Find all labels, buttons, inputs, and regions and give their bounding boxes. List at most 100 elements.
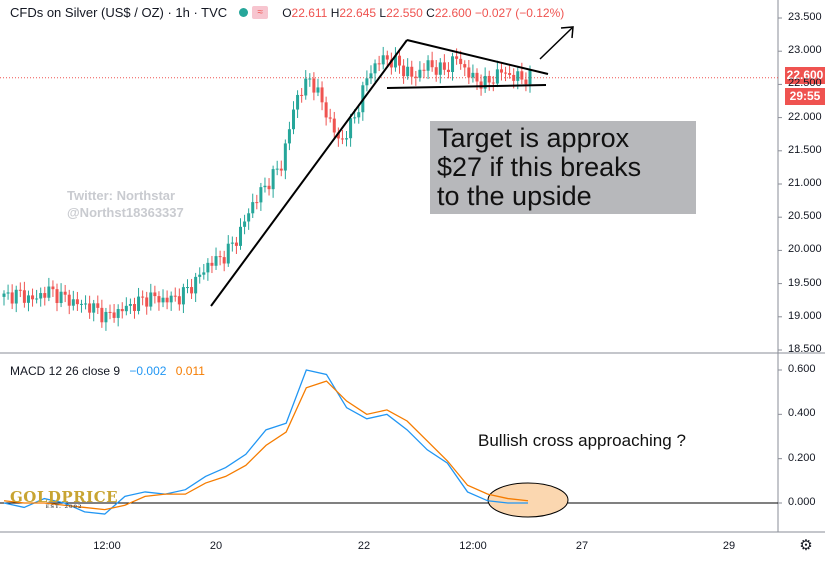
gear-icon[interactable]: ⚙ — [799, 537, 813, 554]
candle-body — [153, 292, 157, 297]
candle-body — [59, 291, 63, 304]
candle-body — [39, 293, 43, 299]
macd-tick-label: 0.400 — [788, 407, 816, 420]
candle-body — [340, 138, 344, 140]
candle-body — [149, 292, 153, 307]
candle-body — [259, 187, 263, 203]
twitter-watermark: Twitter: Northstar @Northst18363337 — [67, 188, 184, 220]
market-status[interactable]: ≈ — [239, 6, 269, 19]
candle-body — [67, 294, 71, 306]
candle-body — [292, 109, 296, 130]
candle-body — [255, 202, 259, 204]
candle-body — [137, 296, 141, 311]
candle-body — [446, 69, 450, 72]
candle-body — [230, 242, 234, 244]
candle-body — [96, 303, 100, 308]
candle-body — [51, 286, 55, 290]
candle-body — [426, 60, 430, 71]
candle-body — [304, 78, 308, 96]
candle-body — [6, 292, 10, 294]
candle-body — [499, 69, 503, 73]
macd-value: −0.002 — [129, 364, 167, 378]
candle-body — [190, 287, 194, 294]
candle-body — [471, 72, 475, 78]
candle-body — [312, 78, 316, 93]
candle-body — [357, 112, 361, 118]
candle-body — [222, 257, 226, 264]
candle-body — [185, 287, 189, 289]
candle-body — [26, 295, 30, 303]
candle-body — [100, 307, 104, 323]
macd-label[interactable]: MACD 12 26 close 9 — [10, 364, 121, 378]
candle-body — [475, 72, 479, 82]
candle-body — [165, 297, 169, 303]
candle-body — [177, 296, 181, 305]
ohlc-values: O22.611 H22.645 L22.550 C22.600 −0.027 (… — [282, 5, 565, 20]
price-tick-label: 20.500 — [788, 210, 822, 223]
candle-body — [22, 290, 26, 303]
candle-body — [263, 185, 267, 188]
candle-body — [418, 69, 422, 78]
candle-body — [296, 94, 300, 110]
candle-body — [324, 102, 328, 118]
time-tick-label: 20 — [209, 540, 223, 552]
price-tick-label: 22.000 — [788, 110, 822, 123]
wave-icon[interactable]: ≈ — [252, 6, 269, 19]
candle-body — [406, 66, 410, 77]
candle-body — [320, 87, 324, 103]
target-annotation[interactable]: Target is approx $27 if this breaks to t… — [430, 121, 696, 214]
macd-tick-label: 0.000 — [788, 496, 816, 508]
candle-body — [234, 242, 238, 246]
candle-body — [508, 73, 512, 75]
candle-body — [194, 276, 198, 294]
symbol-title[interactable]: CFDs on Silver (US$ / OZ) · 1h · TVC — [10, 5, 228, 20]
time-tick-label: 12:00 — [93, 540, 121, 552]
candle-body — [55, 289, 59, 304]
candle-body — [332, 118, 336, 133]
candle-body — [75, 299, 79, 305]
macd-tick-label: 0.200 — [788, 451, 816, 464]
candle-body — [218, 256, 222, 258]
candle-body — [243, 221, 247, 227]
candle-body — [402, 65, 406, 77]
candle-body — [524, 79, 528, 85]
candle-body — [31, 295, 35, 300]
candle-body — [120, 309, 124, 312]
candle-body — [104, 311, 108, 323]
candle-body — [365, 78, 369, 86]
candle-body — [442, 62, 446, 70]
candle-body — [349, 118, 353, 139]
cross-highlight-ellipse — [487, 482, 569, 518]
signal-value: 0.011 — [175, 364, 205, 378]
candle-body — [71, 299, 75, 306]
price-tick-label: 20.000 — [788, 243, 822, 256]
price-tick-label: 23.000 — [788, 44, 822, 57]
candle-body — [504, 72, 508, 74]
candle-body — [84, 303, 88, 305]
candle-body — [300, 94, 304, 96]
candle-body — [467, 67, 471, 78]
candle-body — [459, 58, 463, 65]
candle-body — [181, 287, 185, 305]
candle-body — [434, 67, 438, 75]
candle-body — [141, 296, 145, 298]
candle-body — [43, 293, 47, 298]
candle-body — [377, 63, 381, 65]
candle-body — [63, 291, 67, 295]
macd-header: MACD 12 26 close 9 −0.002 0.011 — [10, 364, 205, 378]
candle-body — [328, 117, 332, 119]
candle-body — [251, 202, 255, 214]
candle-body — [173, 295, 177, 297]
price-tick-label: 21.500 — [788, 143, 822, 156]
price-tick-label: 23.500 — [788, 11, 822, 23]
market-open-dot — [239, 8, 249, 17]
candle-body — [463, 64, 467, 68]
price-change: −0.027 (−0.12%) — [474, 5, 565, 20]
candle-body — [287, 129, 291, 144]
bullish-annotation[interactable]: Bullish cross approaching ? — [478, 431, 686, 450]
candle-body — [226, 243, 230, 264]
candle-body — [385, 55, 389, 60]
candle-body — [112, 312, 116, 318]
candle-body — [393, 55, 397, 68]
